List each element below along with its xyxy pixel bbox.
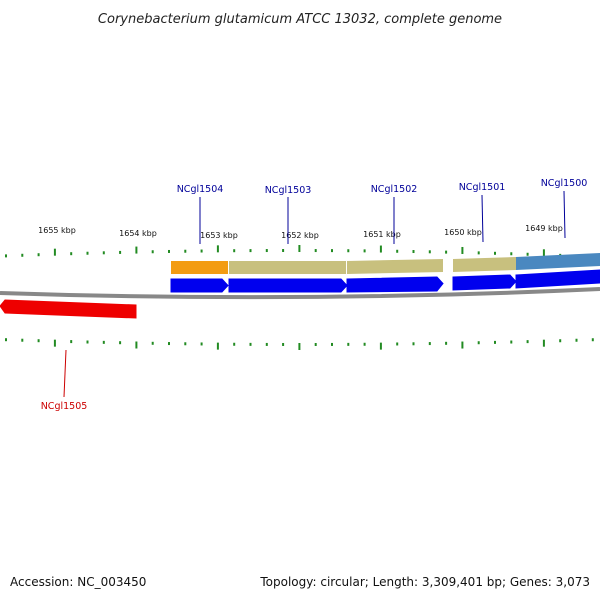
- tick-label-1650: 1650 kbp: [444, 228, 482, 237]
- genome-backbone: [0, 287, 600, 300]
- gene-label-ncgl1500[interactable]: NCgl1500: [541, 178, 588, 189]
- leader-line-ncgl1505: [63, 349, 67, 398]
- scale-ticks-forward: [5, 245, 594, 259]
- genome-summary-text: Topology: circular; Length: 3,309,401 bp…: [260, 575, 590, 589]
- tick-label-1655: 1655 kbp: [38, 226, 76, 235]
- accession-text: Accession: NC_003450: [10, 575, 147, 589]
- gene-label-ncgl1505[interactable]: NCgl1505: [41, 401, 88, 412]
- gene-arrow-ncgl1502[interactable]: [346, 276, 444, 293]
- leader-line-ncgl1500: [563, 190, 566, 239]
- gene-label-ncgl1504[interactable]: NCgl1504: [177, 184, 224, 195]
- feature-ncgl1500[interactable]: [516, 253, 600, 270]
- gene-arrow-ncgl1505[interactable]: [0, 299, 137, 319]
- tick-label-1652: 1652 kbp: [281, 231, 319, 240]
- tick-label-1651: 1651 kbp: [363, 230, 401, 239]
- scale-ticks-reverse: [5, 338, 594, 350]
- feature-ncgl1503[interactable]: [229, 261, 346, 274]
- gene-arrow-ncgl1503[interactable]: [228, 278, 348, 293]
- feature-ncgl1502[interactable]: [347, 259, 443, 274]
- gene-arrow-ncgl1500[interactable]: [515, 269, 600, 289]
- gene-arrow-ncgl1504[interactable]: [170, 278, 229, 293]
- feature-ncgl1504[interactable]: [171, 261, 228, 274]
- gene-arrow-ncgl1501[interactable]: [452, 274, 517, 291]
- gene-label-ncgl1501[interactable]: NCgl1501: [459, 182, 506, 193]
- tick-label-1653: 1653 kbp: [200, 231, 238, 240]
- leader-line-ncgl1501: [481, 194, 484, 243]
- gene-label-ncgl1503[interactable]: NCgl1503: [265, 185, 312, 196]
- tick-label-1654: 1654 kbp: [119, 229, 157, 238]
- feature-ncgl1501[interactable]: [453, 257, 516, 272]
- map-title: Corynebacterium glutamicum ATCC 13032, c…: [98, 12, 502, 27]
- tick-label-1649: 1649 kbp: [525, 224, 563, 233]
- gene-label-ncgl1502[interactable]: NCgl1502: [371, 184, 418, 195]
